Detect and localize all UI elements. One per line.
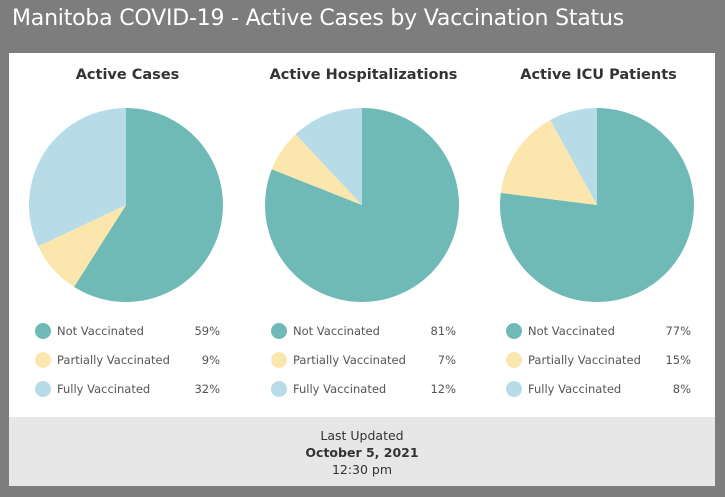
legend-value: 32%: [194, 382, 220, 396]
legend-swatch-fully-vaccinated: [35, 381, 51, 397]
legend-swatch-not-vaccinated: [35, 323, 51, 339]
pie-slice-fully-vaccinated: [28, 108, 126, 247]
chart-active-hospitalizations: Active Hospitalizations Not Vaccinated 8…: [246, 53, 481, 413]
legend-value: 9%: [201, 353, 220, 367]
legend-swatch-partially-vaccinated: [35, 352, 51, 368]
chart-title: Active Cases: [75, 67, 180, 83]
legend-item-not-vaccinated: Not Vaccinated 59%: [35, 323, 220, 341]
pie-slice-partially-vaccinated: [500, 120, 597, 205]
pie-slice-fully-vaccinated: [295, 108, 362, 205]
legend-item-not-vaccinated: Not Vaccinated 81%: [271, 323, 456, 341]
pie-chart: [264, 108, 459, 302]
legend-swatch-not-vaccinated: [506, 323, 522, 339]
legend-value: 81%: [430, 324, 456, 338]
last-updated-date: October 5, 2021: [305, 445, 419, 460]
pie-slice-fully-vaccinated: [550, 108, 597, 205]
pie-chart: [499, 108, 694, 302]
legend-label: Not Vaccinated: [293, 324, 380, 338]
legend-value: 15%: [665, 353, 691, 367]
pie-slice-not-vaccinated: [499, 108, 694, 302]
legend-swatch-partially-vaccinated: [271, 352, 287, 368]
legend-value: 59%: [194, 324, 220, 338]
legend-label: Fully Vaccinated: [293, 382, 387, 396]
legend-label: Partially Vaccinated: [528, 353, 641, 367]
pie-slice-not-vaccinated: [264, 108, 459, 302]
legend-label: Fully Vaccinated: [57, 382, 151, 396]
legend-item-partially-vaccinated: Partially Vaccinated 7%: [271, 352, 456, 370]
legend-item-not-vaccinated: Not Vaccinated 77%: [506, 323, 691, 341]
last-updated-footer: Last Updated October 5, 2021 12:30 pm: [9, 417, 715, 486]
last-updated-time: 12:30 pm: [331, 462, 393, 477]
pie-slice-partially-vaccinated: [271, 134, 362, 205]
pie-chart: [28, 108, 223, 302]
legend-item-fully-vaccinated: Fully Vaccinated 8%: [506, 381, 691, 399]
legend-swatch-not-vaccinated: [271, 323, 287, 339]
chart-title: Active Hospitalizations: [269, 67, 458, 83]
legend-item-fully-vaccinated: Fully Vaccinated 32%: [35, 381, 220, 399]
dashboard-panel: Active Cases Not Vaccinated 59% Partiall…: [9, 53, 715, 486]
legend-label: Not Vaccinated: [528, 324, 615, 338]
last-updated-label: Last Updated: [320, 428, 404, 443]
legend-label: Fully Vaccinated: [528, 382, 622, 396]
legend-label: Partially Vaccinated: [293, 353, 406, 367]
pie-slice-not-vaccinated: [74, 108, 223, 302]
chart-active-cases: Active Cases Not Vaccinated 59% Partiall…: [10, 53, 245, 413]
legend-label: Partially Vaccinated: [57, 353, 170, 367]
legend-item-partially-vaccinated: Partially Vaccinated 9%: [35, 352, 220, 370]
legend-value: 77%: [665, 324, 691, 338]
legend-value: 12%: [430, 382, 456, 396]
legend-item-fully-vaccinated: Fully Vaccinated 12%: [271, 381, 456, 399]
legend-label: Not Vaccinated: [57, 324, 144, 338]
legend-value: 7%: [437, 353, 456, 367]
legend-swatch-fully-vaccinated: [506, 381, 522, 397]
title-bar: Manitoba COVID-19 - Active Cases by Vacc…: [0, 0, 725, 42]
legend-swatch-partially-vaccinated: [506, 352, 522, 368]
page-title: Manitoba COVID-19 - Active Cases by Vacc…: [12, 6, 624, 31]
pie-slice-partially-vaccinated: [38, 205, 127, 287]
legend-swatch-fully-vaccinated: [271, 381, 287, 397]
legend-value: 8%: [672, 382, 691, 396]
legend-item-partially-vaccinated: Partially Vaccinated 15%: [506, 352, 691, 370]
chart-active-icu-patients: Active ICU Patients Not Vaccinated 77% P…: [481, 53, 716, 413]
chart-title: Active ICU Patients: [520, 67, 677, 83]
